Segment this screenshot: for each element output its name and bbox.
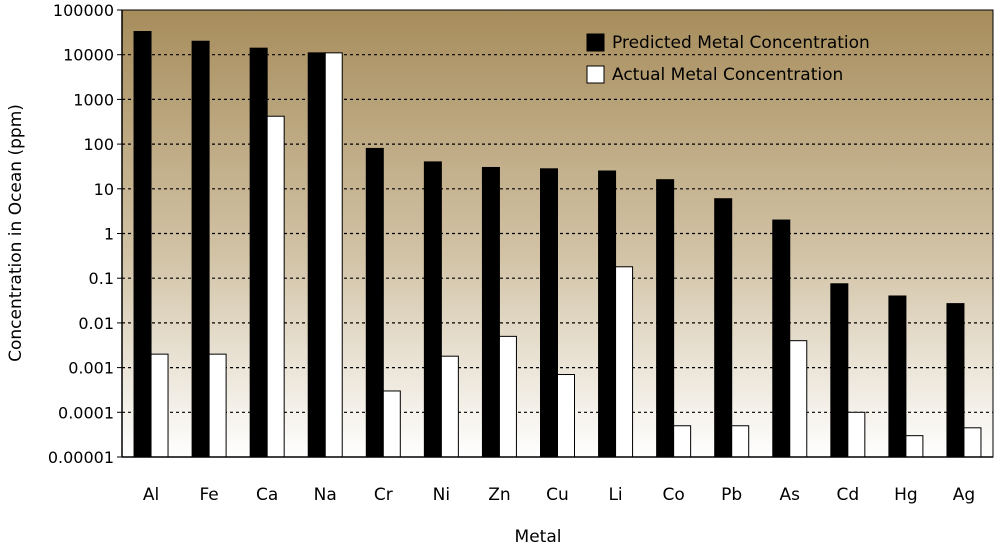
bar-predicted bbox=[133, 31, 152, 458]
bar-actual bbox=[382, 390, 401, 458]
bar-predicted bbox=[481, 166, 500, 458]
y-tick-label: 1000 bbox=[73, 90, 114, 109]
legend-predicted-swatch bbox=[586, 33, 605, 52]
y-tick-label: 0.0001 bbox=[58, 403, 114, 422]
bar-actual bbox=[963, 427, 982, 458]
y-axis-ticks: 100000 10000 1000 100 10 1 0.1 0.01 0.001 0.0001 0… bbox=[48, 1, 122, 467]
y-tick-label: 100000 bbox=[53, 1, 114, 20]
bar-predicted bbox=[423, 161, 442, 458]
x-tick-label: Ni bbox=[433, 485, 450, 505]
bar-actual bbox=[324, 52, 343, 458]
bar-actual bbox=[557, 374, 575, 458]
y-tick-label: 10 bbox=[94, 180, 114, 199]
bar-actual bbox=[847, 411, 866, 458]
bar-predicted bbox=[888, 295, 907, 458]
bar-actual bbox=[266, 115, 285, 458]
bar-predicted bbox=[598, 170, 617, 458]
bar-predicted bbox=[656, 179, 675, 458]
y-axis-title: Concentration in Ocean (ppm) bbox=[6, 104, 26, 362]
legend-actual-label: Actual Metal Concentration bbox=[612, 65, 843, 85]
legend: Predicted Metal Concentration Actual Met… bbox=[586, 33, 870, 85]
bars bbox=[133, 31, 982, 458]
bar-predicted bbox=[191, 40, 210, 458]
bar-actual bbox=[731, 425, 750, 458]
x-tick-label: Ca bbox=[256, 485, 278, 505]
bar-predicted bbox=[946, 303, 965, 458]
x-tick-label: Cd bbox=[836, 485, 859, 505]
bar-predicted bbox=[714, 198, 733, 458]
x-tick-label: Zn bbox=[488, 485, 510, 505]
x-tick-label: Co bbox=[662, 485, 684, 505]
bar-predicted bbox=[307, 52, 326, 458]
bar-actual bbox=[208, 353, 227, 458]
x-tick-label: Fe bbox=[199, 485, 218, 505]
bar-actual bbox=[440, 355, 459, 458]
bar-predicted bbox=[830, 283, 849, 458]
x-tick-label: Ag bbox=[953, 485, 975, 505]
x-axis-labels: Al Fe Ca Na Cr Ni Zn Cu Li Co Pb As Cd Hg Ag bbox=[143, 485, 975, 505]
y-tick-label: 0.001 bbox=[68, 359, 114, 378]
x-tick-label: Hg bbox=[894, 485, 918, 505]
legend-actual-swatch bbox=[586, 65, 605, 84]
bar-predicted bbox=[249, 47, 268, 458]
x-tick-label: As bbox=[780, 485, 801, 505]
y-tick-label: 1 bbox=[104, 225, 114, 244]
bar-predicted bbox=[540, 168, 558, 458]
x-tick-label: Cu bbox=[546, 485, 569, 505]
bar-actual bbox=[905, 435, 924, 458]
legend-predicted-label: Predicted Metal Concentration bbox=[612, 33, 870, 53]
bar-actual bbox=[673, 425, 692, 458]
x-tick-label: Al bbox=[143, 485, 159, 505]
bar-actual bbox=[498, 335, 517, 458]
y-tick-label: 0.00001 bbox=[48, 448, 114, 467]
bar-predicted bbox=[772, 219, 791, 458]
y-tick-label: 0.1 bbox=[89, 269, 114, 288]
bar-predicted bbox=[365, 147, 384, 458]
x-tick-label: Li bbox=[608, 485, 622, 505]
bar-actual bbox=[615, 266, 634, 458]
x-tick-label: Cr bbox=[374, 485, 393, 505]
y-tick-label: 10000 bbox=[63, 46, 114, 65]
x-axis-title: Metal bbox=[515, 527, 562, 547]
plot-border bbox=[121, 9, 994, 458]
y-tick-label: 0.01 bbox=[78, 314, 114, 333]
x-tick-label: Na bbox=[314, 485, 337, 505]
y-tick-label: 100 bbox=[83, 135, 114, 154]
bar-actual bbox=[150, 353, 169, 458]
x-tick-label: Pb bbox=[721, 485, 742, 505]
bar-actual bbox=[789, 340, 808, 458]
